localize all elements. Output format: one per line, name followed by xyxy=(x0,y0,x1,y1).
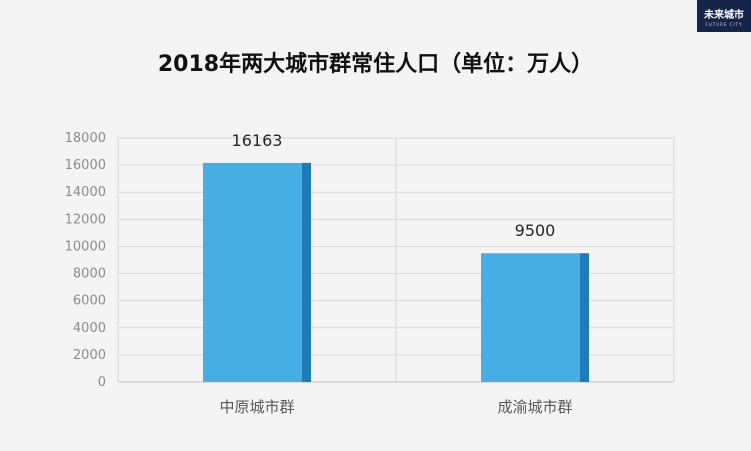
x-tick-label: 中原城市群 xyxy=(219,398,294,416)
y-tick-label: 10000 xyxy=(65,239,106,254)
y-tick-label: 8000 xyxy=(73,267,106,282)
y-tick-label: 0 xyxy=(98,375,106,390)
logo-subtext: FUTURE CITY xyxy=(705,21,743,27)
y-tick-label: 16000 xyxy=(65,158,106,173)
chart-title: 2018年两大城市群常住人口（单位：万人） xyxy=(157,52,594,77)
x-tick-label: 成渝城市群 xyxy=(497,398,572,416)
y-tick-label: 2000 xyxy=(73,348,106,363)
y-tick-label: 6000 xyxy=(73,294,106,309)
data-label: 16163 xyxy=(232,131,283,150)
bar xyxy=(481,253,580,382)
logo-text: 未来城市 xyxy=(704,9,744,21)
y-tick-label: 4000 xyxy=(73,321,106,336)
bar-side xyxy=(580,253,589,382)
bar xyxy=(203,162,302,382)
brand-logo: 未来城市 FUTURE CITY xyxy=(697,0,751,32)
y-tick-label: 12000 xyxy=(65,212,106,227)
data-label: 9500 xyxy=(515,221,556,240)
y-tick-label: 14000 xyxy=(65,185,106,200)
bar-side xyxy=(302,162,311,382)
y-tick-label: 18000 xyxy=(65,131,106,146)
